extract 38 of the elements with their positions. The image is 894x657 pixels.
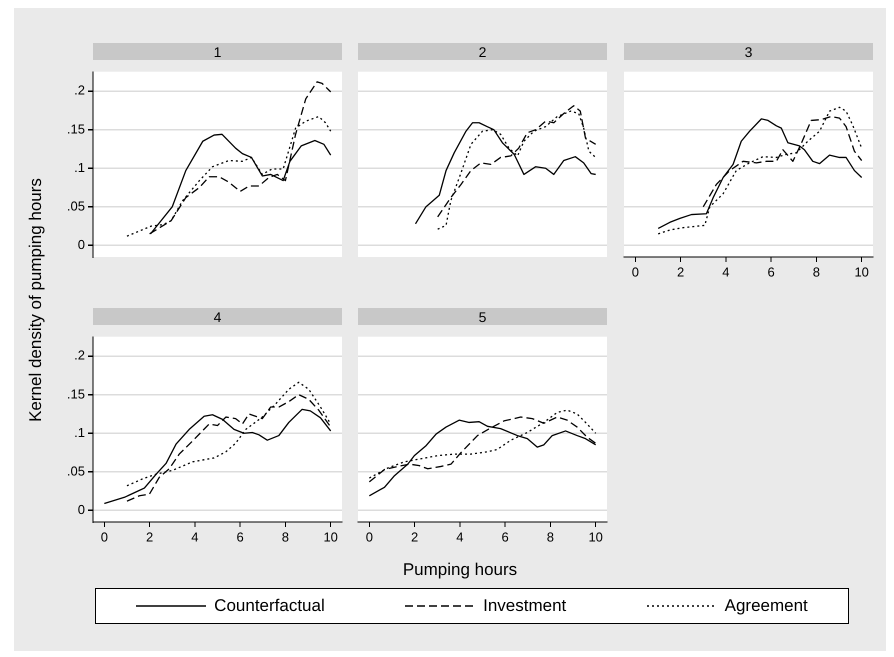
x-tick-label: 8 [546, 529, 554, 544]
y-tick-label: .2 [74, 348, 85, 363]
x-tick-label: 10 [588, 529, 603, 544]
chart-title: 1 [93, 43, 342, 60]
x-axis-title: Pumping hours [402, 560, 518, 580]
y-tick-label: .05 [66, 463, 85, 478]
y-tick-label: .15 [66, 386, 85, 402]
legend-label: Investment [483, 596, 566, 616]
y-tick-label: .1 [74, 160, 85, 175]
y-tick-label: .2 [74, 82, 85, 98]
y-tick-label: .15 [66, 121, 85, 136]
y-tick-label: 0 [78, 237, 85, 252]
x-tick-label: 6 [236, 529, 244, 544]
y-tick-label: .05 [66, 198, 85, 214]
x-tick-label: 10 [323, 529, 338, 544]
y-axis-title: Kernel density of pumping hours [26, 178, 46, 422]
chart-title: 3 [624, 43, 873, 60]
y-tick-label: .1 [74, 424, 85, 440]
y-tick-label: 0 [78, 502, 85, 518]
x-tick-label: 2 [146, 529, 154, 544]
x-tick-label: 4 [456, 529, 464, 544]
x-tick-label: 2 [410, 529, 418, 544]
x-tick-label: 8 [282, 529, 290, 544]
x-tick-label: 8 [812, 264, 820, 280]
chart-title: 4 [93, 308, 342, 325]
x-tick-label: 6 [768, 264, 775, 280]
x-tick-label: 0 [366, 529, 373, 544]
legend-label: Agreement [724, 596, 808, 616]
x-tick-label: 4 [722, 264, 730, 280]
x-tick-label: 2 [676, 264, 684, 280]
chart-title: 5 [358, 308, 607, 325]
x-tick-label: 0 [632, 264, 639, 280]
x-tick-label: 4 [191, 529, 198, 544]
x-tick-label: 6 [502, 529, 509, 544]
x-tick-label: 0 [100, 529, 108, 544]
chart-title: 2 [358, 43, 607, 60]
legend-label: Counterfactual [214, 596, 325, 616]
x-tick-label: 10 [854, 264, 869, 280]
